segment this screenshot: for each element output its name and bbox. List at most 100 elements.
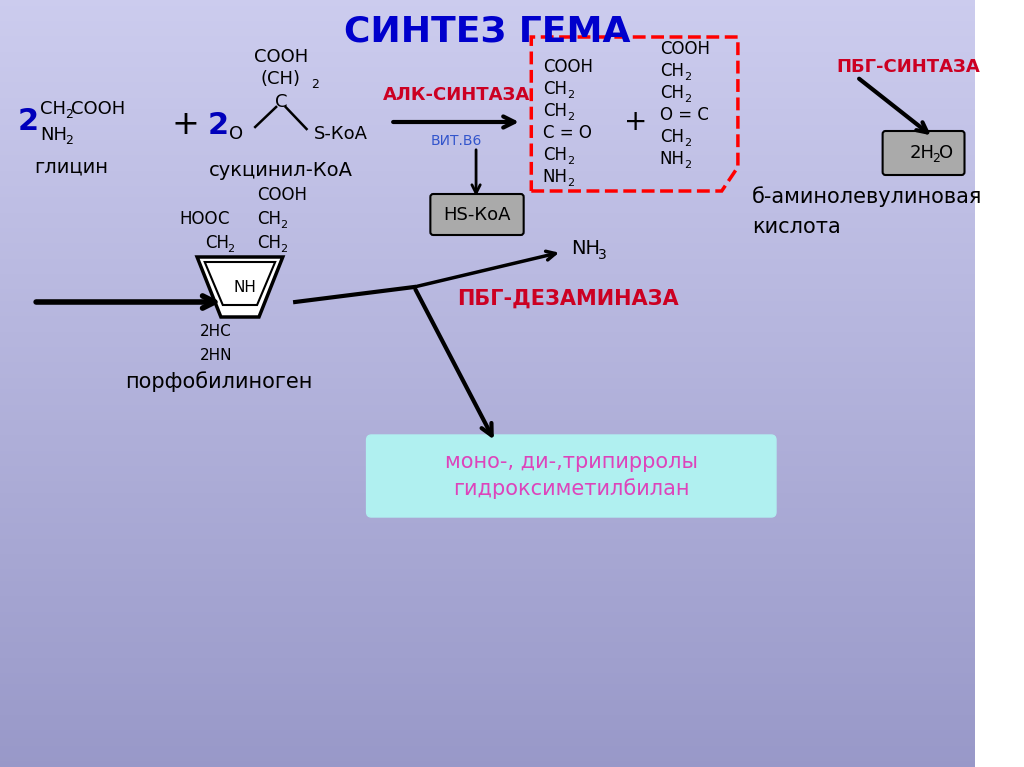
Bar: [0, 272, 975, 276]
Bar: [0, 156, 975, 161]
Bar: [0, 306, 975, 311]
Text: 2: 2: [567, 178, 574, 188]
Bar: [0, 295, 975, 299]
Bar: [0, 84, 975, 88]
Text: 2: 2: [567, 90, 574, 100]
Bar: [0, 122, 975, 127]
Bar: [0, 655, 975, 660]
Bar: [0, 310, 975, 314]
Bar: [0, 30, 975, 35]
Bar: [0, 720, 975, 725]
Bar: [0, 701, 975, 706]
Bar: [0, 628, 975, 633]
Bar: [0, 187, 975, 192]
Bar: [0, 126, 975, 130]
Bar: [0, 61, 975, 65]
Bar: [0, 99, 975, 104]
Bar: [0, 7, 975, 12]
Polygon shape: [205, 262, 275, 305]
Bar: [0, 95, 975, 100]
Bar: [0, 463, 975, 468]
Bar: [0, 241, 975, 245]
Bar: [0, 555, 975, 560]
Bar: [0, 26, 975, 31]
Bar: [0, 302, 975, 307]
Text: CH: CH: [543, 102, 566, 120]
Bar: [0, 179, 975, 184]
Bar: [0, 659, 975, 663]
Bar: [0, 41, 975, 46]
Bar: [0, 724, 975, 729]
Bar: [0, 716, 975, 721]
Text: (CH): (CH): [261, 70, 301, 88]
Bar: [0, 436, 975, 441]
Bar: [0, 11, 975, 15]
Text: C: C: [274, 93, 287, 111]
Text: CH: CH: [40, 100, 66, 118]
Text: 3: 3: [598, 248, 606, 262]
Text: ПБГ-СИНТАЗА: ПБГ-СИНТАЗА: [836, 58, 980, 76]
Text: 2: 2: [280, 220, 287, 230]
Text: COOH: COOH: [543, 58, 593, 76]
Bar: [0, 644, 975, 648]
Bar: [0, 64, 975, 69]
Text: глицин: глицин: [35, 157, 109, 176]
Text: СН: СН: [257, 234, 281, 252]
Bar: [0, 743, 975, 748]
Bar: [0, 149, 975, 153]
Bar: [0, 440, 975, 445]
Text: NH: NH: [233, 279, 256, 295]
Text: CH: CH: [659, 128, 684, 146]
Bar: [0, 502, 975, 506]
Text: NH: NH: [659, 150, 685, 168]
Bar: [0, 214, 975, 219]
Polygon shape: [197, 257, 283, 317]
Bar: [0, 87, 975, 92]
Bar: [0, 482, 975, 487]
Bar: [0, 670, 975, 675]
Bar: [0, 199, 975, 203]
Bar: [0, 375, 975, 380]
Bar: [0, 398, 975, 403]
Text: 2: 2: [208, 110, 228, 140]
Bar: [0, 360, 975, 364]
Bar: [0, 287, 975, 291]
Bar: [0, 352, 975, 357]
Text: СН: СН: [257, 210, 281, 228]
Bar: [0, 195, 975, 199]
Text: сукцинил-КоА: сукцинил-КоА: [209, 160, 353, 179]
Bar: [0, 413, 975, 418]
Bar: [0, 479, 975, 483]
Bar: [0, 15, 975, 19]
Bar: [0, 222, 975, 226]
Text: АЛК-СИНТАЗА: АЛК-СИНТАЗА: [382, 86, 529, 104]
Bar: [0, 582, 975, 587]
Bar: [0, 755, 975, 759]
Bar: [0, 759, 975, 763]
Bar: [0, 494, 975, 499]
Bar: [0, 697, 975, 702]
Bar: [0, 38, 975, 42]
Bar: [0, 118, 975, 123]
Bar: [0, 540, 975, 545]
Bar: [0, 513, 975, 518]
Bar: [0, 421, 975, 426]
Bar: [0, 429, 975, 433]
Bar: [0, 647, 975, 652]
Bar: [0, 45, 975, 50]
Bar: [0, 682, 975, 686]
Bar: [0, 325, 975, 330]
Bar: [0, 206, 975, 211]
Bar: [0, 571, 975, 575]
Text: S-КоА: S-КоА: [314, 125, 369, 143]
Bar: [0, 172, 975, 176]
Bar: [0, 532, 975, 537]
Bar: [0, 275, 975, 280]
Bar: [0, 387, 975, 391]
Bar: [0, 475, 975, 479]
Bar: [0, 210, 975, 215]
Bar: [0, 245, 975, 249]
Bar: [0, 18, 975, 23]
Bar: [0, 76, 975, 81]
Text: 2: 2: [65, 107, 73, 120]
